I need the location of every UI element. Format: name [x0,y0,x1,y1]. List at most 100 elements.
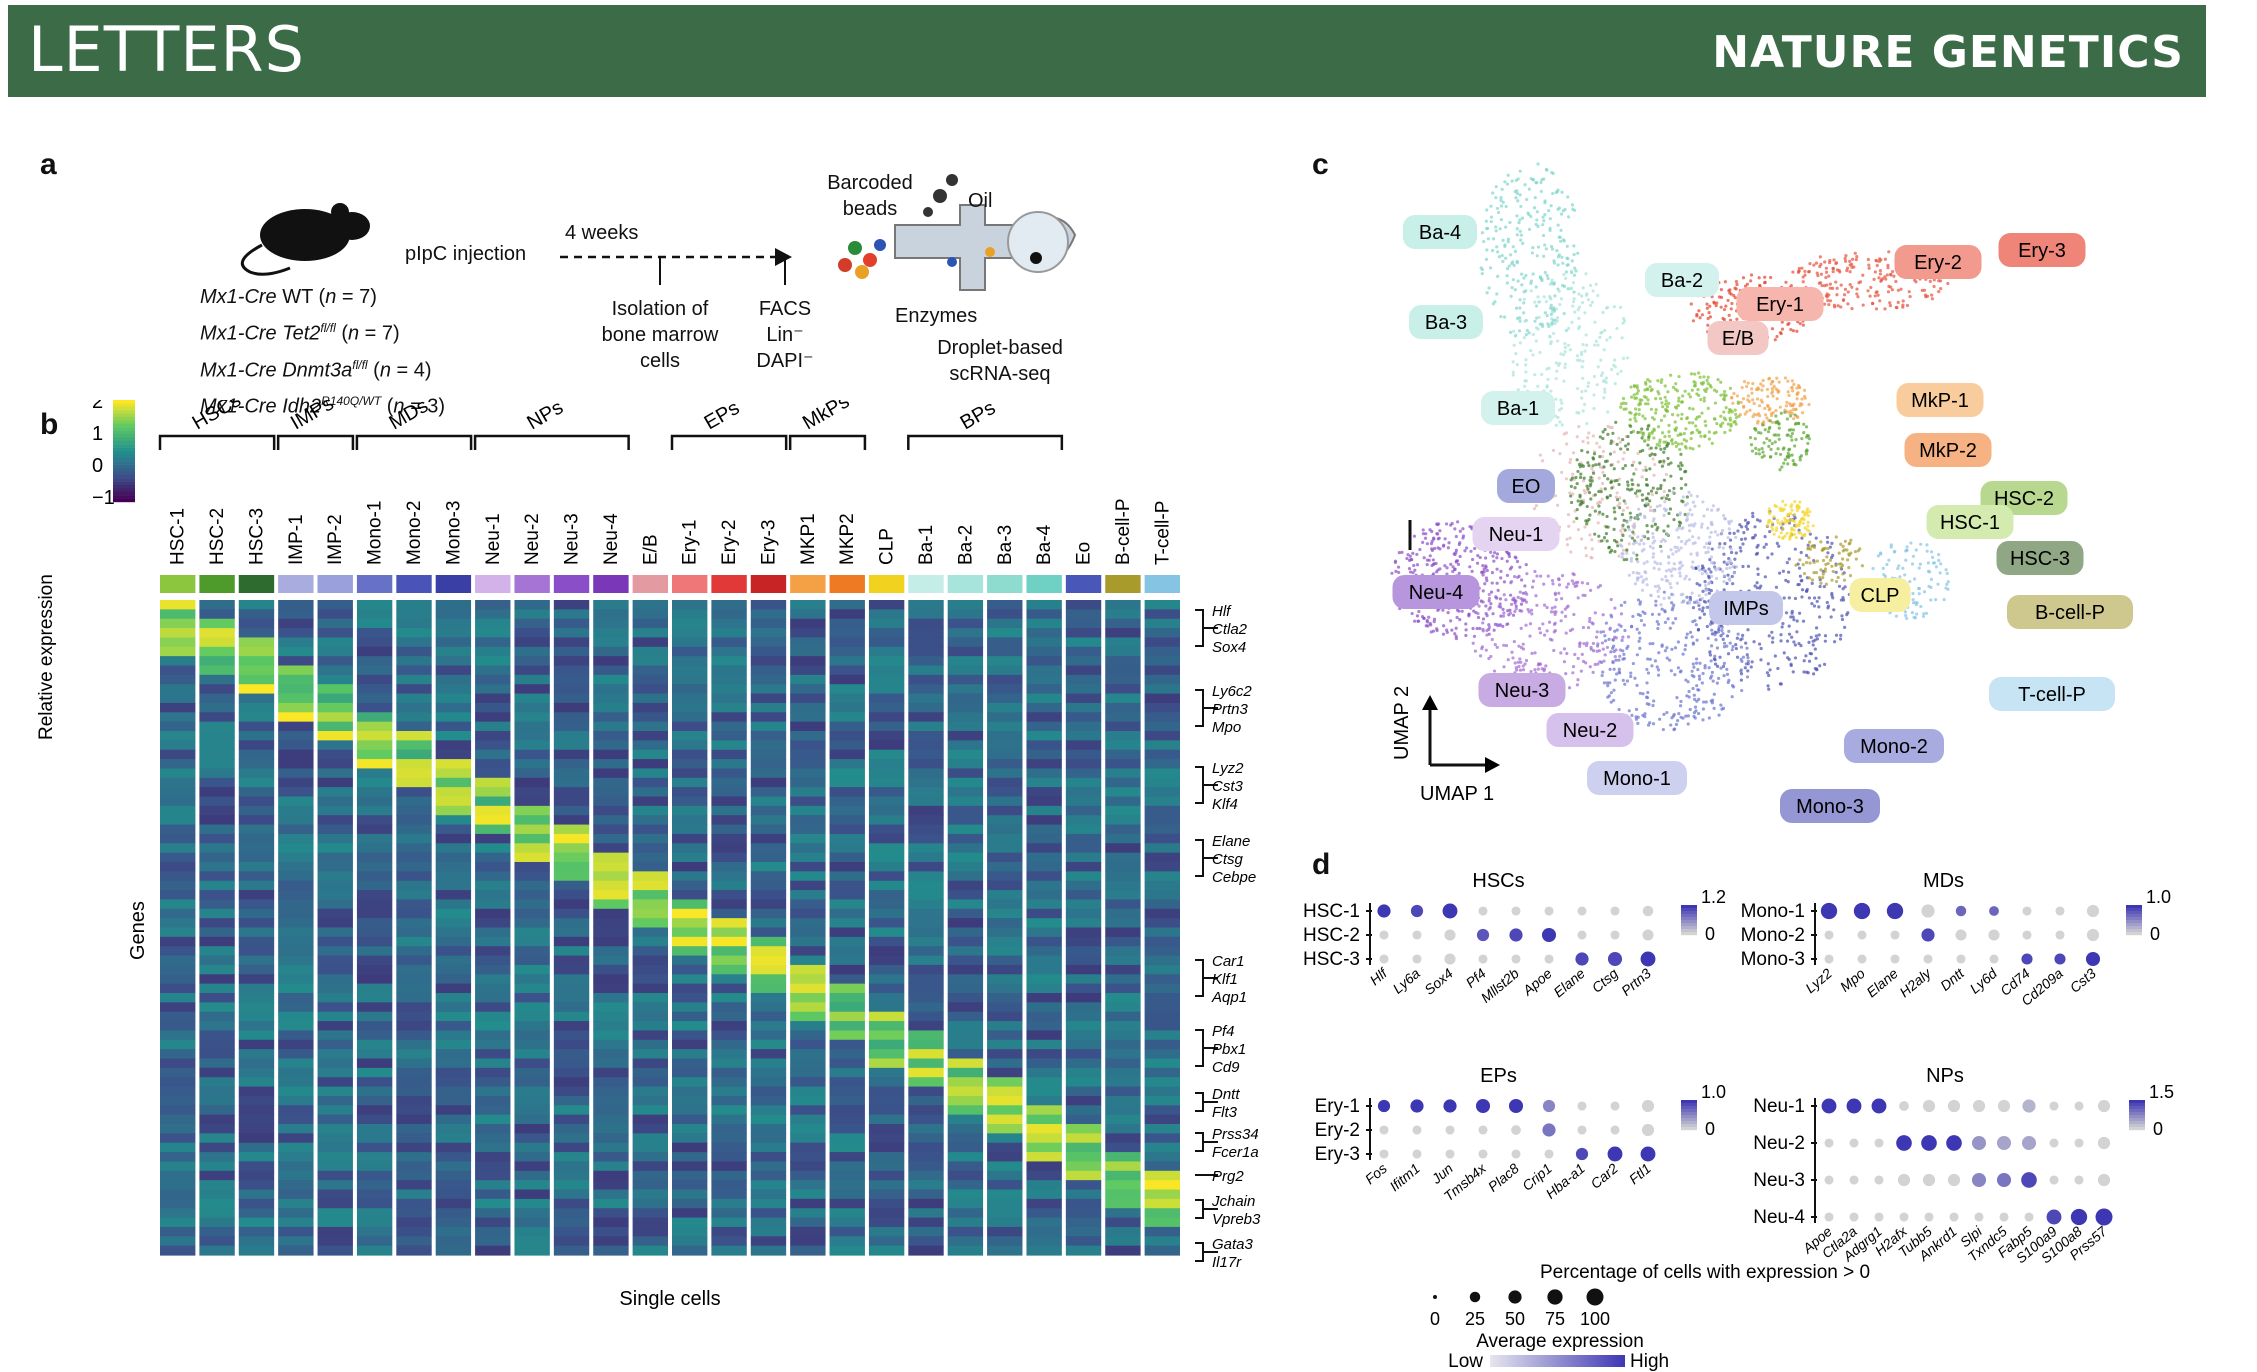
umap-point [1626,487,1630,491]
legend-swatch [113,495,135,499]
umap-point [1527,331,1531,335]
umap-point [1729,547,1733,551]
heatmap-cell [1105,1058,1141,1069]
heatmap-cell [987,1208,1023,1219]
umap-point [1532,206,1537,210]
heatmap-cell [711,964,747,975]
heatmap-cell [868,721,905,732]
heatmap-cell [1065,1217,1102,1228]
heatmap-cell [750,749,787,760]
umap-point [1632,472,1636,476]
umap-point [1468,524,1472,529]
heatmap-cell [199,805,235,816]
umap-point [1572,297,1576,301]
heatmap-cell [672,1021,708,1032]
heatmap-cell [435,712,472,723]
heatmap-cell [672,936,708,947]
heatmap-cell [199,946,235,957]
heatmap-cell [160,684,196,695]
heatmap-cell [435,1114,472,1125]
heatmap-cell [317,665,353,676]
heatmap-cell [947,1198,984,1209]
umap-point [1723,394,1727,399]
heatmap-cell [1144,1198,1180,1209]
umap-point [1827,302,1831,307]
heatmap-cell [790,740,826,751]
umap-point [1850,257,1855,261]
heatmap-cell [199,749,235,760]
heatmap-cell [1144,946,1180,957]
umap-point [1539,574,1543,578]
umap-point [1752,536,1756,540]
umap-point [1461,527,1465,531]
umap-point [1735,655,1740,659]
umap-point [1585,519,1590,523]
umap-point [1543,243,1547,247]
umap-point [1461,536,1465,540]
heatmap-cell [750,1152,787,1163]
heatmap-cell [987,1236,1023,1247]
umap-point [1812,263,1816,267]
umap-point [1548,335,1552,339]
heatmap-cell [711,1236,747,1247]
umap-point [1736,400,1740,404]
heatmap-cell [475,731,511,741]
heatmap-cell [317,1067,353,1078]
heatmap-cell [672,787,708,798]
umap-point [1605,495,1609,499]
umap-point [1857,281,1861,285]
umap-point [1560,423,1564,427]
heatmap-cell [593,1105,629,1116]
umap-point [1886,290,1891,294]
heatmap-cell [317,674,353,685]
umap-point [1730,574,1734,579]
umap-point [1831,266,1835,271]
umap-point [1510,179,1514,183]
heatmap-cell [278,927,314,938]
umap-point [1500,253,1504,258]
heatmap-cell [947,1245,984,1256]
umap-point [1509,581,1513,585]
heatmap-cell [632,1095,668,1106]
umap-point [1651,457,1655,461]
umap-point [1803,273,1807,277]
heatmap-cell [711,646,747,657]
umap-point [1803,269,1807,273]
heatmap-cell [553,1086,590,1097]
umap-point [1545,273,1549,278]
umap-point [1722,513,1726,518]
heatmap-cell [1105,749,1141,760]
umap-point [1745,521,1750,526]
umap-point [1727,289,1731,293]
heatmap-cell [356,899,393,910]
umap-point [1449,619,1453,623]
umap-point [1514,604,1518,608]
umap-point [1549,204,1553,208]
heatmap-cell [238,852,275,863]
umap-point [1427,558,1431,562]
umap-point [1663,395,1667,399]
heatmap-cell [632,1170,668,1181]
umap-point [1713,530,1717,534]
heatmap-cell [514,656,550,667]
umap-point [1524,623,1528,627]
heatmap-cell [160,600,196,610]
umap-point [1591,622,1595,626]
heatmap-cell [593,1058,629,1069]
umap-point [1735,394,1740,398]
umap-point [1890,270,1895,274]
heatmap-cell [553,805,590,816]
heatmap-cell [475,1124,511,1134]
umap-point [1541,215,1545,219]
umap-point [1660,378,1664,382]
heatmap-cell [790,927,826,938]
umap-point [1669,585,1673,590]
heatmap-cell [278,852,314,863]
umap-point [1786,390,1790,394]
heatmap-cell [750,618,787,629]
heatmap-cell [947,618,984,629]
heatmap-cell [829,1049,865,1060]
heatmap-column [987,600,1023,1256]
umap-point [1713,654,1717,658]
heatmap-cell [1026,637,1062,648]
